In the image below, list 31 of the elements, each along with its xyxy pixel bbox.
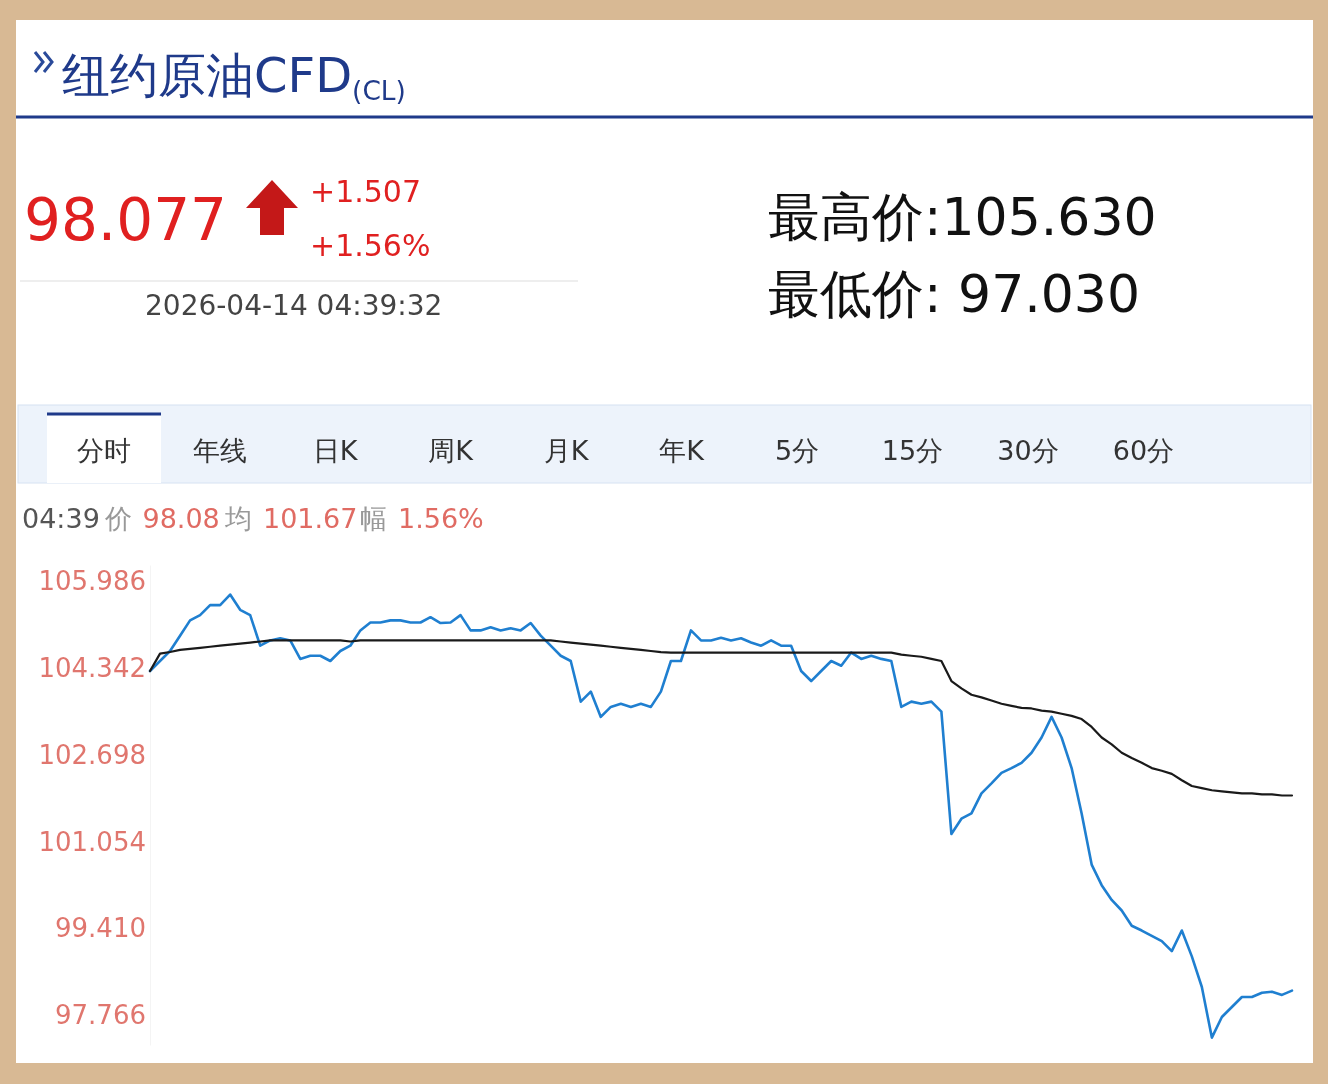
text: 2026-04-14 04:39:32: [145, 289, 443, 322]
text: 日K: [312, 435, 359, 466]
text: 最低价: 97.030: [768, 264, 1140, 324]
y-tick-label: 102.698: [38, 739, 146, 770]
y-tick-label: 104.342: [38, 653, 146, 684]
y-tick-label: 97.766: [55, 999, 146, 1030]
text: 101.67: [263, 503, 358, 534]
text: 最高价:105.630: [768, 187, 1157, 247]
text: 周K: [428, 435, 475, 466]
text: +1.56%: [310, 228, 431, 263]
text: +1.507: [310, 174, 422, 209]
y-tick-label: 99.410: [55, 913, 146, 944]
line-series: [148, 639, 1294, 797]
text: 分时: [77, 435, 131, 466]
text: 60分: [1112, 435, 1175, 466]
chart-title: 纽约原油CFD$_{(CL)}$: [62, 47, 406, 106]
text: 98.077: [24, 186, 227, 254]
text: 年线: [192, 435, 247, 466]
text: 月K: [543, 435, 590, 466]
y-tick-label: 101.054: [38, 826, 146, 857]
text: 幅: [360, 503, 387, 534]
y-tick-label: 105.986: [38, 566, 146, 597]
text: 价: [103, 503, 132, 534]
text: 30分: [997, 435, 1059, 466]
text: 15分: [881, 435, 944, 466]
text: 1.56%: [398, 503, 484, 534]
text: 均: [224, 503, 252, 534]
text: 5分: [774, 435, 820, 466]
text: 98.08: [142, 503, 220, 534]
text: 年K: [659, 435, 706, 466]
text: 04:39: [22, 503, 100, 534]
